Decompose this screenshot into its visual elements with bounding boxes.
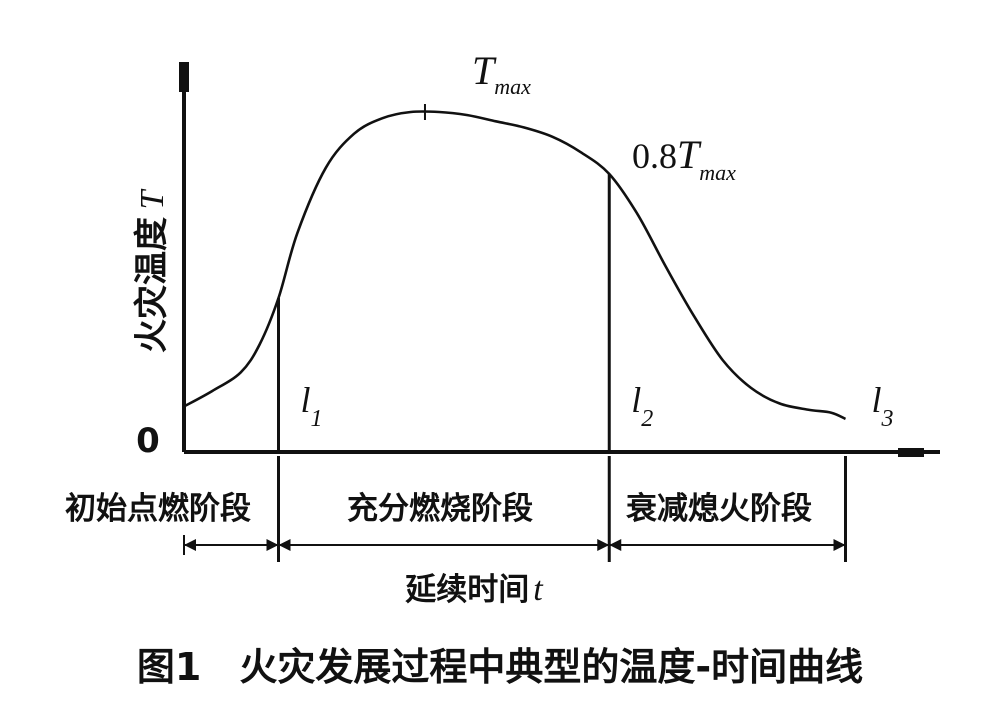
phase-dimension-lines [183, 456, 847, 562]
marker-label-l2: l2 [631, 380, 653, 432]
phase-arrow-right-2 [597, 539, 610, 551]
y-axis-end-cap [179, 62, 189, 92]
marker-label-l3-base: l [872, 380, 882, 420]
phase-arrow-right-3 [833, 539, 846, 551]
plot-area: l1 l2 l3 [183, 104, 894, 452]
marker-label-l3-sub: 3 [881, 406, 894, 432]
x-axis-label: 延续时间 [404, 572, 529, 608]
marker-label-l1-sub: 1 [311, 406, 323, 432]
marker-label-l2-sub: 2 [641, 406, 653, 432]
phase-label-ignition: 初始点燃阶段 [65, 491, 251, 527]
level-label-base: T [677, 132, 702, 177]
x-axis-symbol: t [533, 571, 544, 608]
y-axis-symbol: T [134, 188, 171, 209]
axes [179, 62, 940, 457]
phase-arrow-left-3 [609, 539, 622, 551]
phase-label-decay: 衰减熄火阶段 [626, 491, 812, 527]
temperature-curve [183, 110, 847, 421]
y-axis-label: 火灾温度 [132, 217, 172, 353]
level-label-prefix: 0.8 [632, 136, 677, 176]
origin-label: 0 [136, 421, 160, 461]
level-label-sub: max [699, 160, 736, 185]
marker-label-l1-base: l [301, 380, 311, 420]
peak-label-base: T [472, 48, 497, 93]
phase-label-full-burning: 充分燃烧阶段 [347, 491, 533, 527]
phase-arrow-left-1 [184, 539, 196, 551]
figure-caption: 图1 火灾发展过程中典型的温度-时间曲线 [137, 645, 863, 689]
peak-label: Tmax [472, 48, 531, 99]
phase-arrow-left-2 [278, 539, 291, 551]
x-axis-label-group: 延续时间 t [404, 571, 544, 608]
peak-label-sub: max [494, 74, 531, 99]
x-axis-end-cap [898, 448, 924, 457]
level-label: 0.8Tmax [632, 132, 736, 185]
marker-label-l1: l1 [301, 380, 323, 432]
marker-label-l2-base: l [631, 380, 641, 420]
phase-arrow-right-1 [266, 539, 279, 551]
marker-label-l3: l3 [872, 380, 894, 432]
